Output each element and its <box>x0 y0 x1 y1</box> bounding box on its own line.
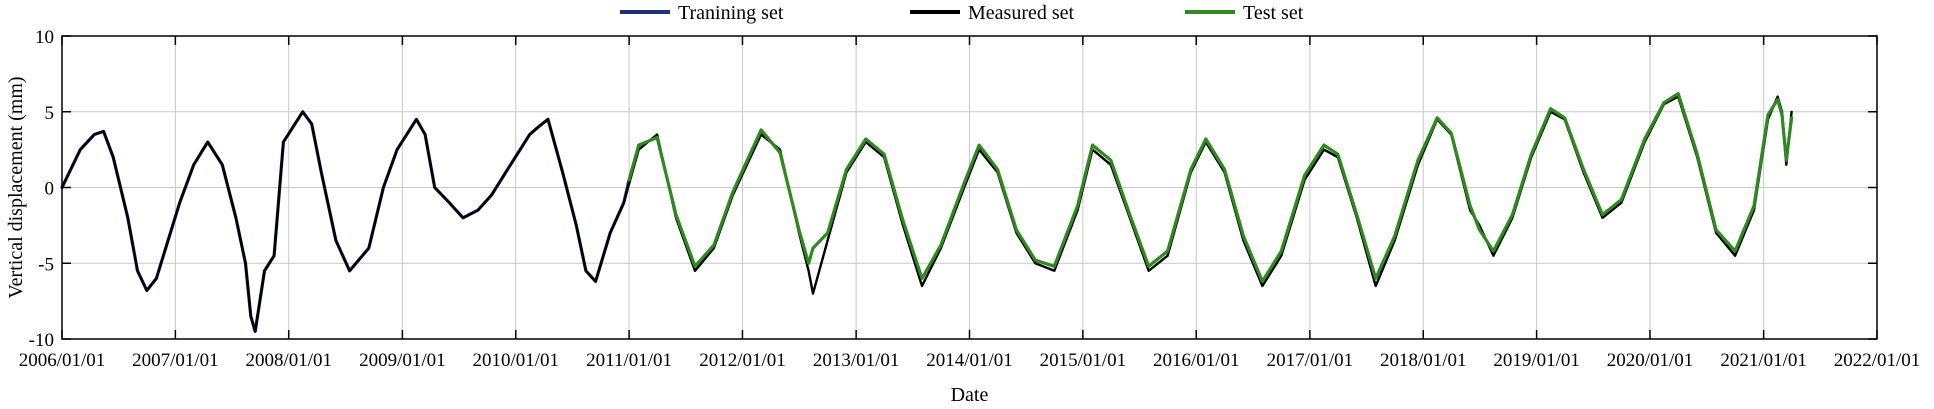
x-tick-label: 2017/01/01 <box>1267 350 1354 371</box>
legend-label: Measured set <box>968 2 1075 24</box>
grid <box>61 35 1878 340</box>
y-tick-label: -5 <box>38 254 54 275</box>
x-tick-label: 2016/01/01 <box>1153 350 1240 371</box>
x-tick-label: 2009/01/01 <box>359 350 446 371</box>
series-line-test-set <box>627 91 1794 283</box>
legend-label: Test set <box>1243 2 1304 24</box>
y-axis-ticks: 10 5 0 -5 -10 <box>29 27 1877 351</box>
y-tick-label: 0 <box>45 179 55 200</box>
x-tick-label: 2013/01/01 <box>813 350 900 371</box>
x-axis-ticks: 2006/01/01 2007/01/01 2008/01/01 2009/01/01… <box>19 36 1921 371</box>
x-tick-label: 2019/01/01 <box>1493 350 1580 371</box>
x-tick-label: 2006/01/01 <box>19 350 106 371</box>
x-tick-label: 2014/01/01 <box>926 350 1013 371</box>
y-axis-label: Vertical displacement (mm) <box>5 76 27 298</box>
x-tick-label: 2007/01/01 <box>132 350 219 371</box>
x-tick-label: 2015/01/01 <box>1040 350 1127 371</box>
x-tick-label: 2010/01/01 <box>472 350 559 371</box>
y-tick-label: -10 <box>29 330 54 351</box>
series-layer <box>60 91 1794 333</box>
series-line-tranining-set <box>60 110 631 333</box>
x-tick-label: 2008/01/01 <box>245 350 332 371</box>
x-tick-label: 2020/01/01 <box>1607 350 1694 371</box>
legend: Tranining set Measured set Test set <box>620 2 1304 24</box>
x-tick-label: 2012/01/01 <box>699 350 786 371</box>
legend-label: Tranining set <box>678 2 784 24</box>
series-line-measured-set <box>60 95 1793 333</box>
x-axis-label: Date <box>951 384 989 406</box>
y-tick-label: 5 <box>45 103 55 124</box>
x-tick-label: 2021/01/01 <box>1720 350 1807 371</box>
x-tick-label: 2011/01/01 <box>586 350 672 371</box>
x-tick-label: 2018/01/01 <box>1380 350 1467 371</box>
x-tick-label: 2022/01/01 <box>1834 350 1921 371</box>
y-tick-label: 10 <box>35 27 54 48</box>
